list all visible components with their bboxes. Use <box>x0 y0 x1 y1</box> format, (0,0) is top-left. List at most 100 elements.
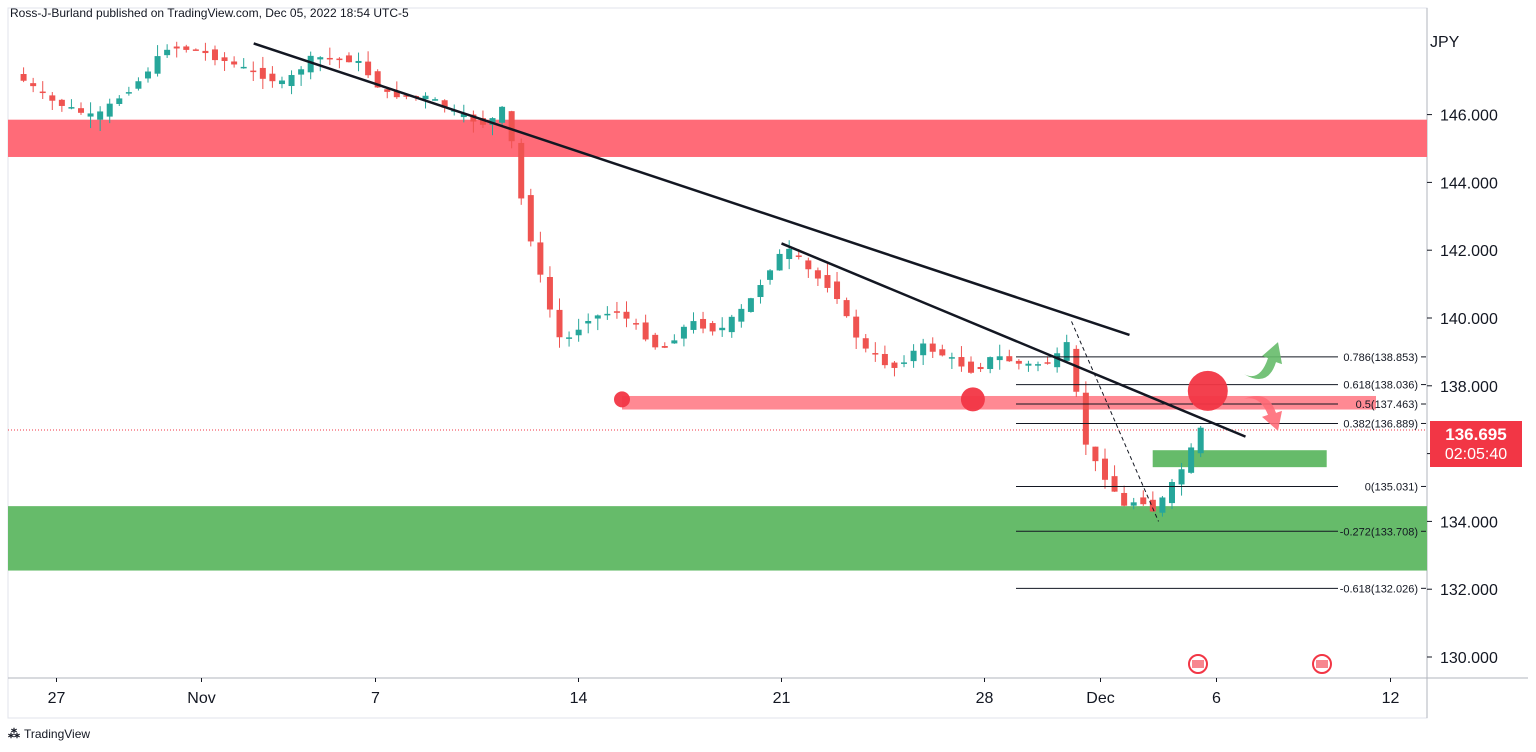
candle-body <box>68 107 75 109</box>
candle-body <box>690 321 697 330</box>
currency-label: JPY <box>1430 34 1460 51</box>
candle-body <box>1015 360 1022 364</box>
candle-body <box>1063 342 1070 361</box>
zone-broken-support-line <box>622 395 1376 410</box>
candle-body <box>144 71 151 79</box>
candle-body <box>221 57 228 62</box>
candle-body <box>1130 502 1137 506</box>
candle-body <box>652 334 659 348</box>
y-tick-label: 134.000 <box>1440 514 1498 531</box>
candle-body <box>1149 499 1156 512</box>
y-tick-label: 130.000 <box>1440 650 1498 667</box>
candle-body <box>183 46 190 50</box>
candle-body <box>566 337 573 339</box>
bearish-arrow-shape <box>1244 395 1282 431</box>
candle-body <box>355 60 362 63</box>
candle-body <box>901 362 908 364</box>
candle-body <box>317 57 324 60</box>
candle-body <box>374 71 381 88</box>
candle-body <box>862 338 869 349</box>
candle-body <box>393 91 400 98</box>
candle-body <box>1035 364 1042 366</box>
x-tick-label: 21 <box>773 690 791 707</box>
candle-body <box>623 311 630 319</box>
candle-body <box>527 195 534 242</box>
candle-body <box>1006 356 1013 362</box>
brand-label: TradingView <box>24 727 91 741</box>
zone-target-box <box>1152 450 1327 468</box>
us-flag-event-icon-fill <box>1192 660 1204 668</box>
candle-body <box>326 57 333 60</box>
candle-body <box>336 58 343 61</box>
candle-body <box>929 343 936 352</box>
last-price: 136.695 <box>1445 425 1507 444</box>
candle-body <box>881 353 888 366</box>
candle-body <box>613 311 620 313</box>
candle-body <box>719 327 726 331</box>
candle-body <box>1121 492 1128 506</box>
candle-body <box>767 270 774 280</box>
bullish-arrow-shape <box>1244 342 1282 379</box>
candle-body <box>1111 476 1118 492</box>
candle-body <box>661 346 668 348</box>
candle-body <box>1025 363 1032 366</box>
candle-body <box>604 313 611 316</box>
candle-body <box>30 83 37 87</box>
candle-body <box>49 95 56 101</box>
candle-body <box>240 66 247 69</box>
retest-dot <box>960 387 985 412</box>
candle-body <box>479 118 486 125</box>
x-tick-label: 14 <box>570 690 588 707</box>
candle-body <box>834 281 841 300</box>
candle-body <box>747 298 754 312</box>
candle-body <box>795 255 802 257</box>
candle-body <box>546 276 553 310</box>
candle-body <box>460 113 467 118</box>
tradingview-brand[interactable]: ⁂ TradingView <box>8 727 90 741</box>
candle-body <box>1044 362 1051 364</box>
x-tick-label: Dec <box>1086 690 1114 707</box>
zone-support <box>8 506 1427 571</box>
candle-body <box>987 357 994 370</box>
bearish-arrow <box>1244 395 1282 431</box>
x-tick-label: 28 <box>976 690 994 707</box>
y-tick-label: 146.000 <box>1440 108 1498 125</box>
candle-body <box>968 361 975 373</box>
candle-body <box>843 300 850 317</box>
candle-body <box>298 69 305 75</box>
candle-body <box>1073 348 1080 392</box>
candle-body <box>1140 497 1147 505</box>
candle-body <box>508 111 515 142</box>
x-tick-label: 12 <box>1382 690 1400 707</box>
trendline-long-term-downtrend <box>253 42 1130 337</box>
candle-body <box>642 322 649 340</box>
candle-body <box>173 46 180 49</box>
candle-body <box>556 309 563 338</box>
candle-body <box>671 340 678 344</box>
fib-level-label: -0.618(132.026) <box>1340 583 1418 595</box>
candle-body <box>499 106 506 123</box>
x-tick-label: 27 <box>48 690 66 707</box>
candle-body <box>1188 447 1195 473</box>
candle-body <box>728 316 735 333</box>
last-price-tag: 136.695 02:05:40 <box>1430 421 1522 467</box>
candle-body <box>1159 497 1166 513</box>
candle-body <box>125 92 132 94</box>
candle-body <box>470 114 477 122</box>
candle-body <box>805 260 812 270</box>
candle-body <box>776 253 783 271</box>
candle-body <box>422 95 429 100</box>
candle-body <box>192 49 199 51</box>
candle-body <box>814 270 821 279</box>
y-tick-label: 132.000 <box>1440 582 1498 599</box>
candle-body <box>738 308 745 322</box>
y-tick-label: 144.000 <box>1440 175 1498 192</box>
candle-body <box>853 316 860 338</box>
fib-level-label: 0.786(138.853) <box>1343 352 1418 364</box>
candle-body <box>106 103 113 117</box>
candle-body <box>1178 469 1185 485</box>
candle-body <box>441 100 448 108</box>
candle-body <box>872 353 879 355</box>
candle-body <box>680 326 687 339</box>
